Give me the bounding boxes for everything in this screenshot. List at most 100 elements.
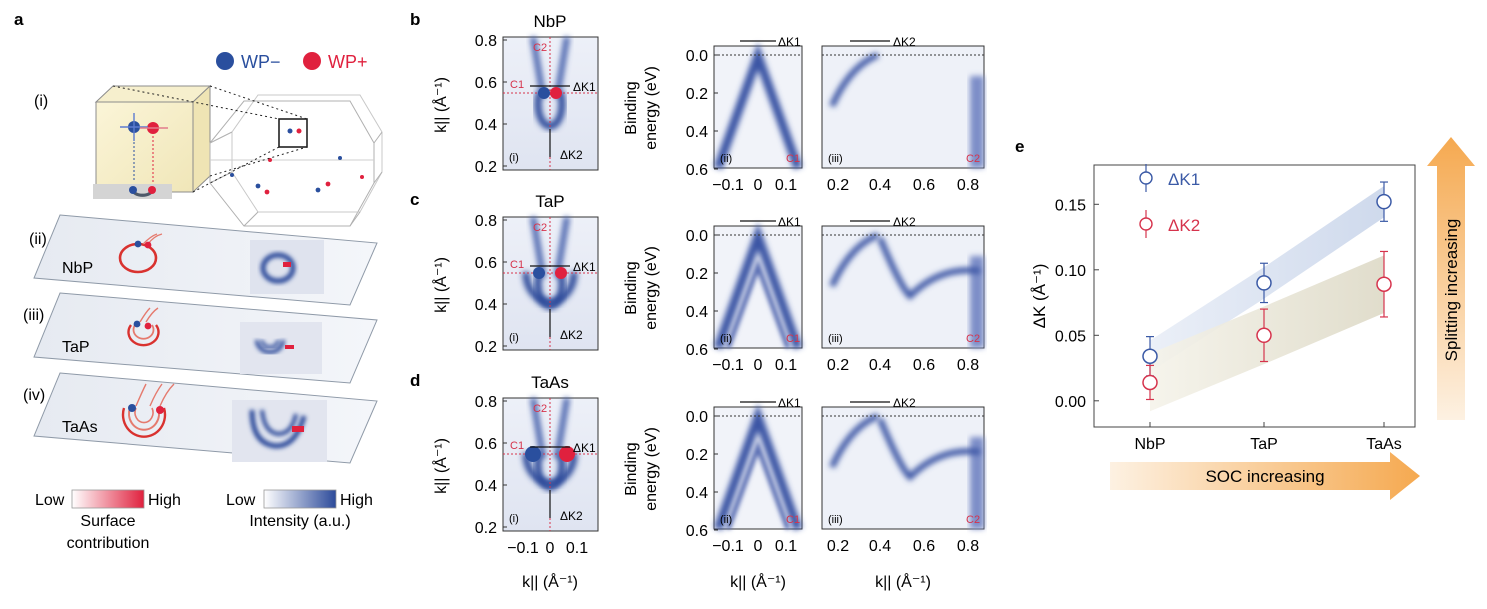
fs-ylabel: k|| (Å⁻¹) [431, 257, 450, 313]
soc-arrow-label: SOC increasing [1205, 467, 1324, 486]
surface-colorbar [71, 489, 145, 509]
fs-band-upper [530, 216, 570, 278]
c2-xtick-label: 0.2 [827, 177, 849, 194]
c1-xtick-label: −0.1 [712, 538, 744, 555]
c1-ylabel-2: energy (eV) [643, 427, 660, 511]
intensity-high-label: High [340, 492, 373, 509]
c1-sublabel: (ii) [720, 333, 732, 345]
legend-marker [1139, 217, 1153, 231]
plate-label-taas: TaAs [62, 419, 98, 436]
c2-edge-intensity [970, 437, 984, 529]
c2-sublabel: (iii) [828, 333, 843, 345]
fs-wp-plus [555, 267, 567, 279]
legend-label: ΔK2 [1168, 216, 1200, 235]
fs-ytick-label: 0.4 [475, 478, 497, 495]
c1-ylabel-1: Binding [623, 81, 640, 134]
legend-dk1: ΔK1 [1139, 164, 1200, 192]
c1-ytick-label: 0.2 [686, 447, 708, 464]
panel-letter-d: d [410, 371, 420, 390]
c1-ytick-label: 0.2 [686, 86, 708, 103]
fs-ytick-label: 0.8 [475, 213, 497, 230]
splitting-increasing-arrow: Splitting increasing [1427, 137, 1475, 420]
dk1-label: ΔK1 [573, 441, 596, 455]
projected-wp-minus [129, 186, 137, 194]
split-arrow-shape [1427, 137, 1475, 420]
c1-band-outer [713, 42, 803, 170]
c2-sublabel: (iii) [828, 514, 843, 526]
fs-ytick-label: 0.4 [475, 297, 497, 314]
wp-minus-marker [216, 52, 234, 70]
series-dk2 [1142, 250, 1392, 401]
intensity-caption: Intensity (a.u.) [249, 513, 350, 530]
fs-xtick-label: 0 [546, 540, 555, 557]
c2-xtick-label: 0.6 [913, 357, 935, 374]
fermi-surface-panel: ΔK1 C2 C1 ΔK2 (i) 0.8 0.6 0.4 0.2 k|| (Å⁻¹) [431, 213, 599, 356]
c1-ylabel-1: Binding [623, 261, 640, 314]
data-point [1376, 193, 1392, 210]
arc-drawing-tap [127, 307, 160, 347]
fs-xtick-label: −0.1 [507, 540, 539, 557]
c1-ylabel-1: Binding [623, 442, 640, 495]
c1-ytick-label: 0.6 [686, 342, 708, 359]
soc-increasing-arrow: SOC increasing [1110, 452, 1420, 500]
c1-band-outer [713, 222, 803, 350]
c1-dk1-label: ΔK1 [778, 396, 801, 410]
intensity-colorbar [263, 489, 337, 509]
c1-ytick-label: 0.4 [686, 304, 708, 321]
fs-ytick-label: 0.4 [475, 117, 497, 134]
fs-band-upper [530, 397, 570, 459]
c2-xtick-label: 0.4 [869, 177, 891, 194]
fs-ytick-label: 0.2 [475, 159, 497, 176]
fs-xlabel: k|| (Å⁻¹) [522, 572, 578, 591]
sublabel-a-i: (i) [34, 93, 48, 110]
c2-edge-intensity [970, 76, 984, 168]
fs-wp-minus [538, 87, 550, 99]
c2-sublabel: (iii) [828, 153, 843, 165]
arpes-title: NbP [533, 12, 566, 31]
panel-letter-e: e [1015, 137, 1024, 156]
arc-drawing-taas [121, 383, 175, 438]
c1-ytick-label: 0.2 [686, 266, 708, 283]
sublabel-a-iv: (iv) [23, 387, 45, 404]
c2-xtick-label: 0.6 [913, 177, 935, 194]
arc-drawing-nbp [118, 233, 163, 274]
legend-dk2: ΔK2 [1139, 210, 1200, 238]
surface-high-label: High [148, 492, 181, 509]
c2-band-left [829, 232, 880, 288]
c2-dk2-label: ΔK2 [893, 215, 916, 229]
c1-cut-panel: ΔK1 (ii) C1 0.0 0.2 0.4 0.6 Binding energy (eV) −… [623, 396, 803, 591]
c1-ylabel-2: energy (eV) [643, 246, 660, 330]
c2-cut-panel: ΔK2 (iii) C2 0.2 0.4 0.6 0.8 k|| (Å⁻¹) [821, 396, 985, 591]
c1-ytick-label: 0.4 [686, 124, 708, 141]
arpes-panels: b c d NbP ΔK1 C2 C1 ΔK2 (i) 0.8 0.6 0.4 0.2 k|| (Å… [410, 10, 985, 591]
c1-xtick-label: 0.1 [775, 177, 797, 194]
data-point [1256, 327, 1272, 344]
fs-sublabel: (i) [509, 152, 519, 164]
c2-band-right [877, 236, 981, 301]
c1-xtick-label: −0.1 [712, 357, 744, 374]
c2-band-left [829, 413, 880, 469]
sublabel-a-iii: (iii) [23, 307, 44, 324]
bz-weyl-points [230, 156, 364, 195]
c1-sublabel: (ii) [720, 153, 732, 165]
dk1-label: ΔK1 [573, 260, 596, 274]
fermi-surface-panel: ΔK1 C2 C1 ΔK2 (i) 0.8 0.6 0.4 0.2 k|| (Å⁻¹) −0.1 0 0… [431, 394, 599, 591]
data-point [1142, 374, 1158, 391]
fs-ytick-label: 0.6 [475, 255, 497, 272]
c1-xtick-label: 0.1 [775, 357, 797, 374]
c2-dk2-label: ΔK2 [893, 35, 916, 49]
data-point [1376, 276, 1392, 292]
surface-low-label: Low [35, 492, 65, 509]
surface-caption-2: contribution [67, 535, 150, 552]
c1-cut-panel: ΔK1 (ii) C1 0.0 0.2 0.4 0.6 Binding energy (eV) −… [623, 35, 803, 194]
c2-cut-label: C2 [966, 333, 980, 345]
c1-sublabel: (ii) [720, 514, 732, 526]
arpes-title: TaAs [531, 373, 569, 392]
c1-ytick-label: 0.6 [686, 523, 708, 540]
fs-ylabel: k|| (Å⁻¹) [431, 438, 450, 494]
legend-marker [1139, 171, 1153, 185]
c2-label: C2 [533, 222, 547, 234]
chart-ytick-label: 0.15 [1055, 197, 1086, 214]
wp-plus-legend: WP+ [328, 52, 368, 72]
